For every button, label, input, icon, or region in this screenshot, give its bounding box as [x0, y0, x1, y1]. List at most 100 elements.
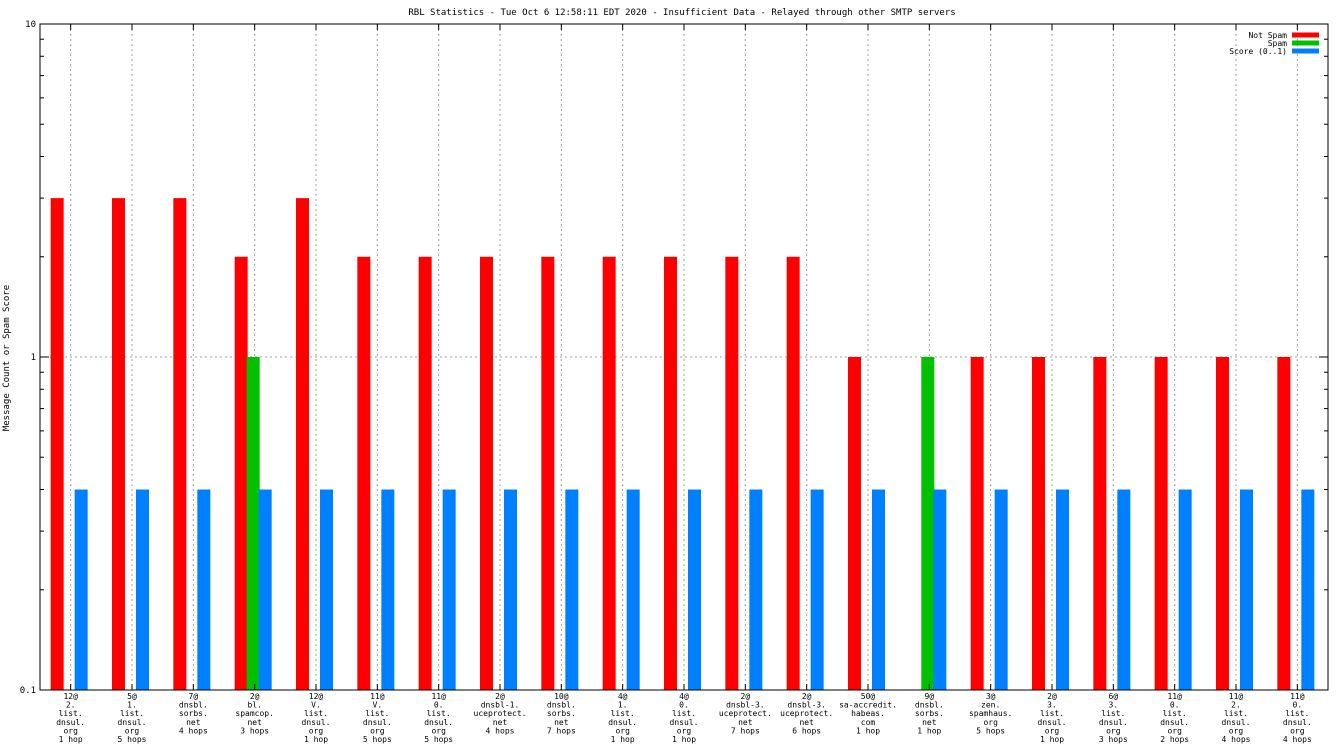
x-tick-label: 12@ [63, 692, 78, 701]
x-tick-label: 9@ [925, 692, 935, 701]
bar-not-spam [970, 357, 984, 690]
x-tick-label: dnsul. [1283, 718, 1312, 727]
x-tick-label: dnsul. [1160, 718, 1189, 727]
x-tick-label: 0. [434, 701, 444, 710]
x-tick-label: dnsul. [1222, 718, 1251, 727]
x-tick-label: list. [1224, 709, 1248, 718]
x-tick-label: 4 hops [1222, 735, 1251, 744]
x-tick-label: dnsul. [56, 718, 85, 727]
x-tick-label: dnsul. [1038, 718, 1067, 727]
bar-not-spam [848, 357, 861, 690]
bar-score-0-1 [504, 489, 517, 690]
x-tick-label: 11@ [1229, 692, 1244, 701]
x-tick-label: 3. [1047, 701, 1057, 710]
y-tick-label: 10 [25, 20, 36, 30]
x-tick-label: list. [120, 709, 144, 718]
x-tick-label: dnsul. [670, 718, 699, 727]
bar-score-0-1 [565, 489, 579, 690]
x-tick-label: net [922, 718, 937, 727]
x-tick-label: 4 hops [486, 726, 515, 735]
bar-score-0-1 [1178, 489, 1192, 690]
bar-score-0-1 [258, 489, 272, 690]
x-tick-label: net [799, 718, 814, 727]
x-tick-label: list. [611, 709, 635, 718]
x-tick-label: 2 hops [1160, 735, 1189, 744]
x-tick-label: 4 hops [179, 726, 208, 735]
x-tick-label: org [431, 726, 446, 735]
x-tick-label: 0. [1293, 701, 1303, 710]
x-tick-label: 2@ [741, 692, 751, 701]
x-tick-label: 0. [679, 701, 689, 710]
bar-not-spam [664, 256, 677, 690]
x-tick-label: dnsul. [302, 718, 331, 727]
x-tick-label: 50@ [861, 692, 876, 701]
x-tick-label: dnsbl-3. [726, 701, 765, 710]
x-tick-label: net [247, 718, 262, 727]
x-tick-label: net [493, 718, 508, 727]
x-tick-label: 5 hops [363, 735, 392, 744]
bar-score-0-1 [810, 489, 824, 690]
bar-score-0-1 [1056, 489, 1069, 690]
x-tick-label: list. [1101, 709, 1125, 718]
x-tick-label: habeas. [851, 709, 885, 718]
ticks-layer: 0.1 1 10 [20, 20, 1328, 696]
x-tick-label: 1 hop [672, 735, 696, 744]
bar-not-spam [296, 198, 309, 690]
x-tick-label: 4@ [618, 692, 628, 701]
bar-score-0-1 [994, 489, 1008, 690]
x-tick-label: 5 hops [976, 726, 1005, 735]
x-tick-label: org [309, 726, 324, 735]
x-tick-label: 3 hops [240, 726, 269, 735]
grid-layer [40, 24, 1328, 690]
x-tick-label: dnsbl-3. [787, 701, 826, 710]
bar-not-spam [725, 256, 739, 690]
x-tick-label: 7 hops [731, 726, 760, 735]
bars-layer [50, 198, 1315, 690]
x-tick-label: 11@ [1290, 692, 1305, 701]
bar-not-spam [234, 256, 248, 690]
bar-score-0-1 [626, 489, 640, 690]
x-tick-label: bl. [247, 701, 261, 710]
x-tick-label: org [1045, 726, 1060, 735]
x-tick-label: uceprotect. [719, 709, 772, 718]
x-tick-label: 12@ [309, 692, 324, 701]
x-tick-label: dnsbl. [915, 701, 944, 710]
x-tick-label: net [186, 718, 201, 727]
x-tick-label: 11@ [431, 692, 446, 701]
bar-score-0-1 [136, 489, 149, 690]
x-tick-label: org [63, 726, 78, 735]
x-tick-label: spamhaus. [969, 709, 1012, 718]
x-tick-label: list. [427, 709, 451, 718]
x-tick-label: dnsul. [118, 718, 147, 727]
x-tick-label: org [615, 726, 630, 735]
x-tick-label: 2. [1231, 701, 1241, 710]
x-tick-label: list. [59, 709, 83, 718]
x-tick-label: 1 hop [1040, 735, 1064, 744]
x-tick-label: dnsbl. [179, 701, 208, 710]
legend-label: Not Spam [1248, 31, 1287, 40]
x-tick-label: 2@ [495, 692, 505, 701]
legend-label: Spam [1268, 39, 1287, 48]
x-tick-label: list. [672, 709, 696, 718]
x-tick-label: 3@ [986, 692, 996, 701]
x-tick-label: net [738, 718, 753, 727]
bar-not-spam [1277, 357, 1291, 690]
x-tick-label: 1. [618, 701, 628, 710]
x-tick-label: dnsul. [608, 718, 637, 727]
x-tick-label: V. [373, 701, 383, 710]
bar-not-spam [1154, 357, 1168, 690]
x-tick-label: 2@ [1047, 692, 1057, 701]
x-tick-label: V. [311, 701, 321, 710]
x-tick-label: 1 hop [59, 735, 83, 744]
x-tick-label: uceprotect. [780, 709, 833, 718]
x-tick-label: 5 hops [424, 735, 453, 744]
bar-spam [246, 357, 260, 690]
x-tick-label: 1 hop [917, 726, 941, 735]
x-tick-label: 7@ [189, 692, 199, 701]
bar-not-spam [480, 256, 493, 690]
x-tick-label: list. [1040, 709, 1064, 718]
x-tick-label: 1 hop [304, 735, 328, 744]
x-tick-label: sorbs. [547, 709, 576, 718]
bar-spam [921, 357, 935, 690]
